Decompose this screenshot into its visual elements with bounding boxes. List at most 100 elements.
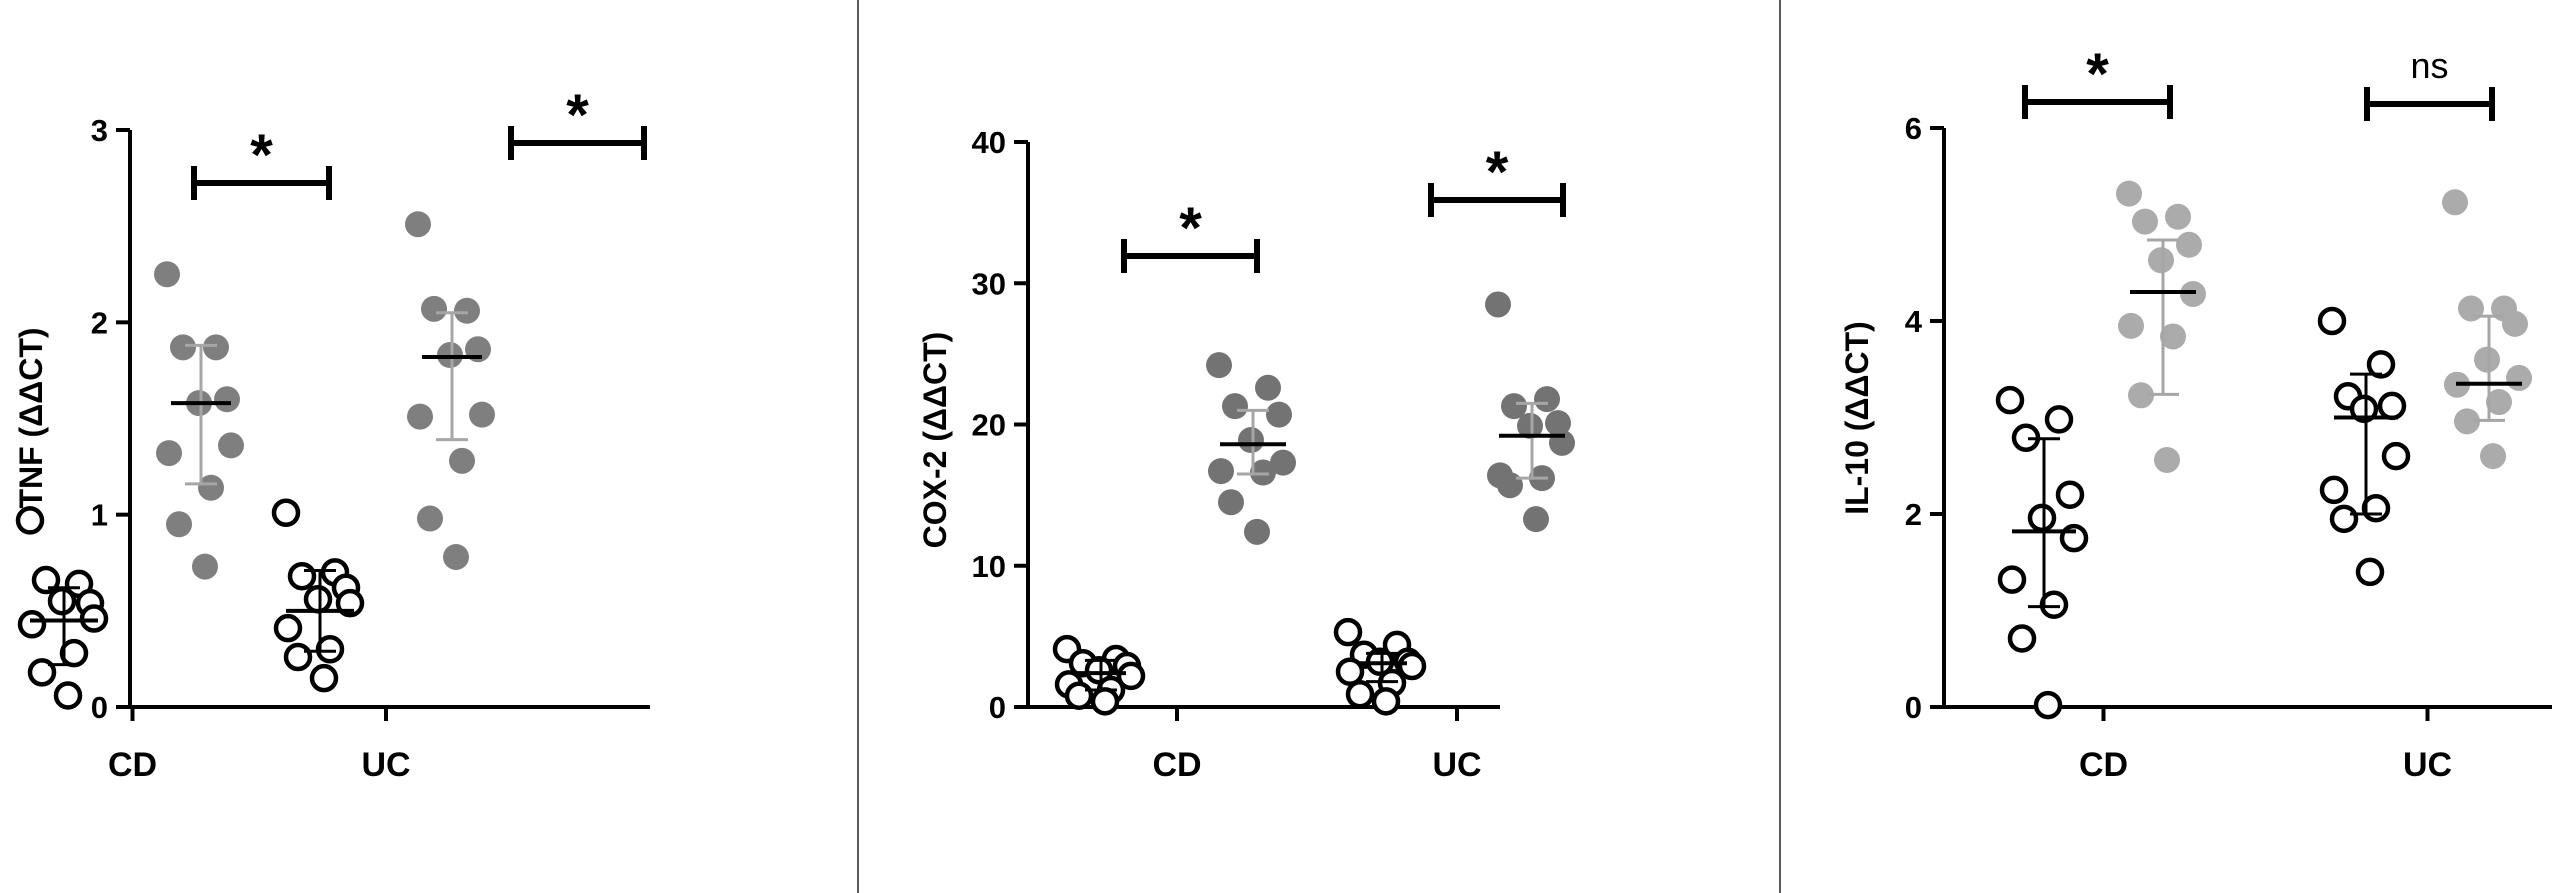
data-point [59, 638, 89, 668]
data-point [1238, 427, 1264, 454]
data-point [469, 401, 495, 428]
data-point [1244, 518, 1270, 545]
data-point [407, 403, 433, 430]
data-point [1255, 374, 1281, 401]
y-tick-label: 1 [91, 498, 108, 533]
data-point [2377, 391, 2407, 421]
data-point [2007, 624, 2037, 653]
x-category-label: UC [2403, 746, 2452, 784]
y-tick-label: 40 [972, 125, 1006, 160]
x-category-label: CD [2079, 746, 2128, 784]
y-axis-label: TNF (ΔΔCT) [13, 327, 49, 508]
significance-label: * [566, 83, 589, 148]
data-point [154, 261, 180, 288]
chart-panel-1: 0 1 2 3 TNF (ΔΔCT) CD UC * * [13, 83, 650, 784]
chart-panel-2: 0 10 20 30 40 COX-2 (ΔΔCT) CD UC * * [917, 125, 1575, 784]
data-point [218, 432, 244, 459]
data-point [2502, 310, 2528, 337]
data-point [2486, 389, 2512, 416]
data-point [454, 297, 480, 324]
data-point [192, 553, 218, 580]
data-point [2154, 446, 2180, 473]
data-group-cd-filled [2116, 180, 2206, 473]
data-point [273, 613, 303, 643]
data-point [2317, 306, 2347, 336]
y-tick-label: 30 [972, 266, 1006, 301]
data-point [283, 642, 313, 672]
significance-label: * [2086, 42, 2109, 107]
data-point [203, 334, 229, 361]
data-point [2033, 690, 2063, 720]
data-point [449, 447, 475, 474]
data-point [1534, 386, 1560, 413]
data-point [2160, 323, 2186, 350]
x-category-label: CD [108, 746, 157, 784]
y-tick-label: 4 [1905, 304, 1923, 339]
data-group-cd-open [15, 506, 109, 710]
data-point [443, 543, 469, 570]
data-point [1218, 489, 1244, 516]
data-point [1995, 385, 2025, 415]
data-point [1116, 661, 1146, 691]
data-point [2454, 408, 2480, 435]
data-point [170, 334, 196, 361]
data-point [2116, 180, 2142, 207]
significance-label: * [1486, 140, 1509, 205]
data-point [1997, 565, 2027, 594]
y-tick-label: 0 [91, 690, 108, 725]
data-point [1206, 352, 1232, 379]
data-point [1397, 651, 1427, 681]
data-point [1545, 410, 1571, 437]
y-tick-label: 0 [1905, 690, 1922, 725]
data-point [27, 658, 57, 687]
data-point [53, 681, 83, 710]
data-point [17, 610, 47, 639]
data-point [2366, 350, 2396, 379]
data-group-cd-open [1052, 634, 1146, 716]
y-tick-label: 2 [91, 305, 108, 340]
data-point [198, 474, 224, 501]
data-point [2361, 493, 2391, 523]
chart-panel-3: 0 2 4 6 IL-10 (ΔΔCT) CD UC * ns [1839, 42, 2552, 784]
data-point [417, 505, 443, 532]
data-point [287, 561, 317, 591]
data-group-cd-open [1995, 385, 2089, 720]
y-tick-label: 6 [1905, 111, 1922, 146]
x-category-label: UC [1432, 746, 1481, 784]
data-point [2128, 382, 2154, 409]
data-point [303, 585, 333, 614]
significance-label: * [250, 123, 273, 188]
data-point [1523, 506, 1549, 533]
data-point [2355, 557, 2385, 587]
data-group-cd-filled [154, 261, 244, 580]
data-point [214, 386, 240, 413]
data-point [47, 586, 77, 616]
data-point [2381, 441, 2411, 471]
y-axis-label: IL-10 (ΔΔCT) [1839, 321, 1875, 515]
data-point [315, 635, 345, 664]
data-point [2118, 312, 2144, 339]
data-point [2442, 189, 2468, 216]
data-point [1090, 687, 1120, 716]
data-point [1549, 429, 1575, 456]
data-point [2165, 203, 2191, 230]
data-group-uc-open [2317, 306, 2411, 587]
y-tick-label: 0 [989, 690, 1006, 725]
data-point [309, 663, 339, 693]
data-point [15, 506, 45, 535]
data-point [166, 511, 192, 538]
data-point [156, 440, 182, 467]
data-group-uc-filled [405, 211, 495, 570]
data-point [31, 565, 61, 595]
data-point [1084, 656, 1114, 685]
data-point [1266, 401, 1292, 428]
x-category-label: CD [1152, 746, 1201, 784]
y-tick-label: 20 [972, 408, 1006, 443]
data-point [1064, 681, 1094, 710]
data-group-uc-filled [2442, 189, 2532, 470]
data-point [2319, 475, 2349, 505]
data-point [2349, 394, 2379, 424]
data-group-cd-filled [1206, 352, 1296, 545]
data-point [1485, 291, 1511, 318]
